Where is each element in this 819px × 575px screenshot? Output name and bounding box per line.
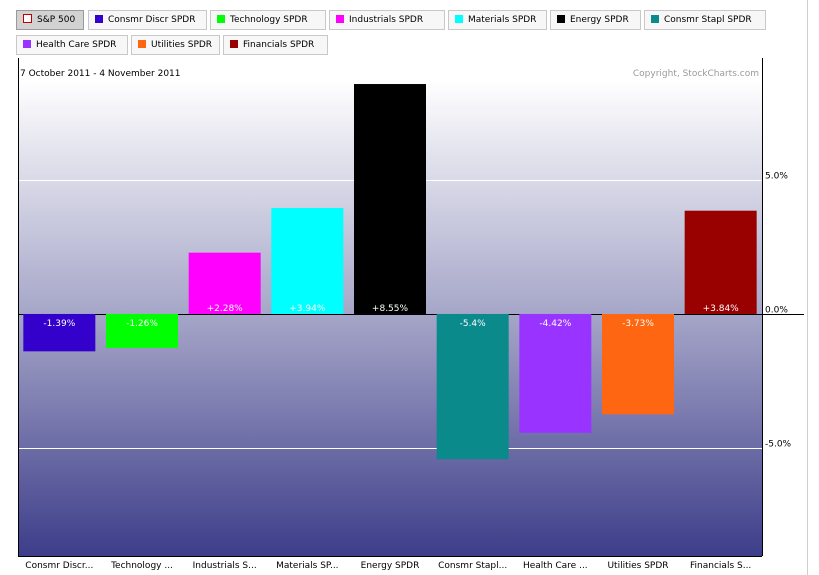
bar [354, 84, 426, 314]
x-category-label: Industrials S... [193, 561, 257, 571]
y-tick-label: 5.0% [765, 172, 788, 182]
copyright-label: Copyright, StockCharts.com [633, 69, 759, 79]
bar-value-label: -3.73% [622, 319, 654, 329]
y-tick-label: -5.0% [765, 440, 792, 450]
bar-value-label: +3.84% [703, 304, 740, 314]
x-category-label: Financials S... [690, 561, 751, 571]
bar-value-label: -4.42% [539, 319, 571, 329]
bar-value-label: +8.55% [372, 304, 409, 314]
bar-value-label: -1.39% [43, 319, 75, 329]
x-category-label: Health Care ... [523, 561, 588, 571]
x-category-label: Materials SP... [276, 561, 338, 571]
bar-value-label: +2.28% [207, 304, 244, 314]
x-category-label: Technology ... [110, 561, 173, 571]
x-category-label: Energy SPDR [361, 561, 420, 571]
y-tick-label: 0.0% [765, 306, 788, 316]
bar [685, 211, 757, 314]
x-category-label: Consmr Discr... [25, 561, 93, 571]
bar [519, 314, 591, 433]
bar [437, 314, 509, 459]
bar [271, 208, 343, 314]
date-range-label: 7 October 2011 - 4 November 2011 [20, 69, 181, 79]
x-category-label: Utilities SPDR [607, 561, 668, 571]
bar-value-label: +3.94% [289, 304, 326, 314]
bar [602, 314, 674, 414]
bar-value-label: -5.4% [460, 319, 487, 329]
x-category-label: Consmr Stapl... [438, 561, 507, 571]
bar-value-label: -1.26% [126, 319, 158, 329]
